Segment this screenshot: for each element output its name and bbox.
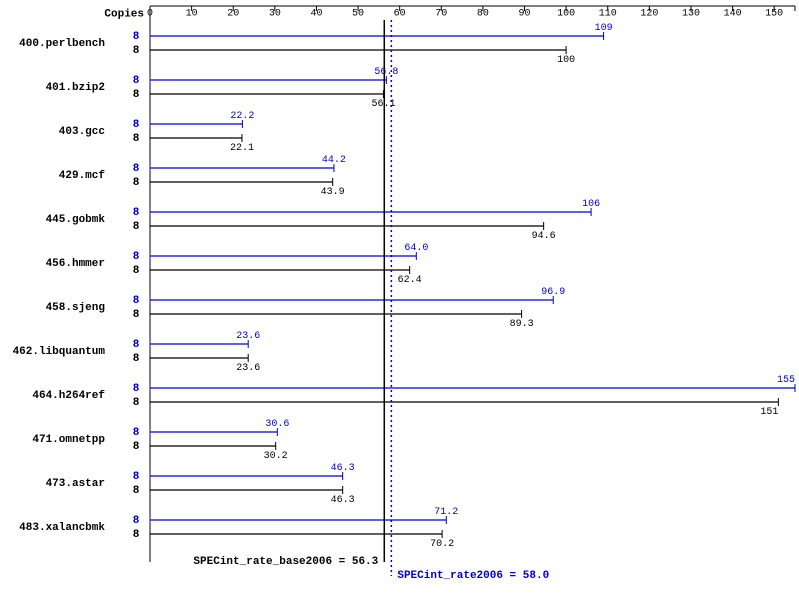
base-value: 46.3 xyxy=(331,495,355,506)
copies-header: Copies xyxy=(104,8,144,20)
benchmark-name: 401.bzip2 xyxy=(46,82,105,94)
base-value: 30.2 xyxy=(264,451,288,462)
benchmark-name: 456.hmmer xyxy=(46,258,105,270)
copies-base: 8 xyxy=(133,177,140,189)
svg-text:10: 10 xyxy=(186,9,198,20)
peak-value: 106 xyxy=(582,199,600,210)
benchmark-name: 483.xalancbmk xyxy=(19,522,105,534)
baseline-label: SPECint_rate_base2006 = 56.3 xyxy=(193,556,378,568)
base-value: 70.2 xyxy=(430,539,454,550)
copies-peak: 8 xyxy=(133,471,140,483)
benchmark-name: 403.gcc xyxy=(59,126,105,138)
copies-peak: 8 xyxy=(133,75,140,87)
copies-base: 8 xyxy=(133,441,140,453)
copies-peak: 8 xyxy=(133,339,140,351)
svg-text:50: 50 xyxy=(352,9,364,20)
peak-value: 22.2 xyxy=(230,111,254,122)
copies-base: 8 xyxy=(133,353,140,365)
peak-value: 23.6 xyxy=(236,331,260,342)
benchmark-name: 464.h264ref xyxy=(32,390,105,402)
benchmark-name: 445.gobmk xyxy=(46,214,106,226)
copies-peak: 8 xyxy=(133,251,140,263)
base-value: 89.3 xyxy=(510,319,534,330)
peak-value: 46.3 xyxy=(331,463,355,474)
base-value: 23.6 xyxy=(236,363,260,374)
copies-base: 8 xyxy=(133,529,140,541)
svg-text:120: 120 xyxy=(640,9,658,20)
peak-value: 109 xyxy=(595,23,613,34)
copies-peak: 8 xyxy=(133,207,140,219)
svg-text:150: 150 xyxy=(765,9,783,20)
svg-text:110: 110 xyxy=(599,9,617,20)
base-value: 100 xyxy=(557,55,575,66)
base-value: 151 xyxy=(760,407,778,418)
svg-text:40: 40 xyxy=(310,9,322,20)
svg-text:100: 100 xyxy=(557,9,575,20)
copies-peak: 8 xyxy=(133,515,140,527)
benchmark-name: 400.perlbench xyxy=(19,38,105,50)
benchmark-name: 429.mcf xyxy=(59,170,106,182)
benchmark-name: 471.omnetpp xyxy=(32,434,105,446)
copies-base: 8 xyxy=(133,265,140,277)
copies-peak: 8 xyxy=(133,295,140,307)
copies-base: 8 xyxy=(133,485,140,497)
peak-value: 30.6 xyxy=(265,419,289,430)
copies-peak: 8 xyxy=(133,427,140,439)
peak-value: 96.9 xyxy=(541,287,565,298)
peak-value: 64.0 xyxy=(404,243,428,254)
svg-text:90: 90 xyxy=(519,9,531,20)
spec-benchmark-chart: 0102030405060708090100110120130140150Cop… xyxy=(0,0,799,606)
copies-base: 8 xyxy=(133,45,140,57)
svg-text:140: 140 xyxy=(724,9,742,20)
benchmark-name: 462.libquantum xyxy=(13,346,106,358)
copies-base: 8 xyxy=(133,309,140,321)
copies-peak: 8 xyxy=(133,383,140,395)
svg-text:20: 20 xyxy=(227,9,239,20)
copies-peak: 8 xyxy=(133,163,140,175)
base-value: 43.9 xyxy=(321,187,345,198)
peakline-label: SPECint_rate2006 = 58.0 xyxy=(397,570,549,582)
peak-value: 44.2 xyxy=(322,155,346,166)
peak-value: 56.8 xyxy=(374,67,398,78)
copies-peak: 8 xyxy=(133,119,140,131)
base-value: 22.1 xyxy=(230,143,254,154)
svg-text:130: 130 xyxy=(682,9,700,20)
peak-value: 71.2 xyxy=(434,507,458,518)
copies-peak: 8 xyxy=(133,31,140,43)
copies-base: 8 xyxy=(133,221,140,233)
svg-text:30: 30 xyxy=(269,9,281,20)
copies-base: 8 xyxy=(133,397,140,409)
svg-text:80: 80 xyxy=(477,9,489,20)
peak-value: 155 xyxy=(777,375,795,386)
base-value: 94.6 xyxy=(532,231,556,242)
svg-text:60: 60 xyxy=(394,9,406,20)
copies-base: 8 xyxy=(133,89,140,101)
svg-text:70: 70 xyxy=(435,9,447,20)
base-value: 62.4 xyxy=(398,275,422,286)
benchmark-name: 473.astar xyxy=(46,478,105,490)
copies-base: 8 xyxy=(133,133,140,145)
benchmark-name: 458.sjeng xyxy=(46,302,105,314)
